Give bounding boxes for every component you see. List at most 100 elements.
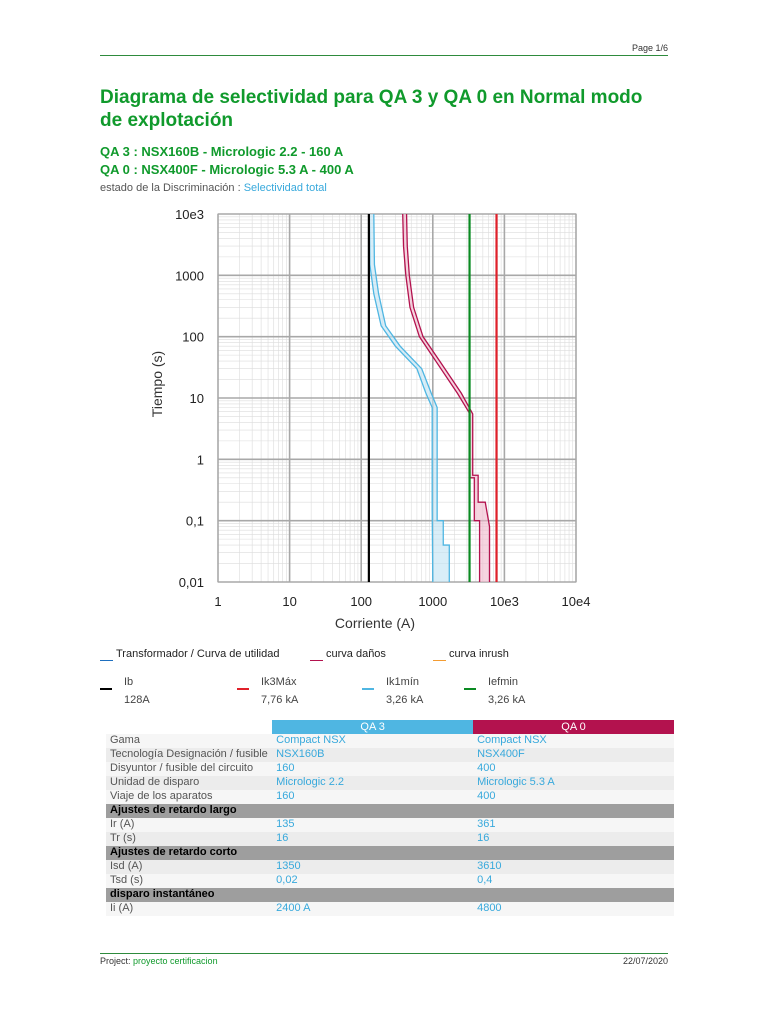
table-row: Unidad de disparo Micrologic 2.2 Microlo…	[106, 776, 674, 790]
row-value-qa3: 2400 A	[272, 902, 474, 916]
table-header: QA 3 QA 0	[106, 720, 674, 734]
x-tick-label: 10	[282, 594, 296, 609]
y-tick-label: 1000	[175, 268, 204, 283]
marker-ib-value: 128A	[124, 694, 150, 706]
legend-item-transformer: Transformador / Curva de utilidad	[100, 648, 279, 661]
legend-line-transformer	[100, 660, 113, 661]
table-row: Tecnología Designación / fusible NSX160B…	[106, 748, 674, 762]
row-value-qa3: 160	[272, 790, 474, 804]
row-value-qa0: 400	[473, 790, 674, 804]
table-header-qa3: QA 3	[272, 720, 474, 734]
legend-line-damage	[310, 660, 323, 661]
row-value-qa0: NSX400F	[473, 748, 674, 762]
table-row: Gama Compact NSX Compact NSX	[106, 734, 674, 748]
row-value-qa3: Compact NSX	[272, 734, 474, 748]
table-header-qa0: QA 0	[473, 720, 674, 734]
status-label: estado de la Discriminación :	[100, 182, 241, 194]
footer-project-value: proyecto certificacion	[133, 956, 218, 966]
y-tick-label: 0,1	[186, 514, 204, 529]
footer-project: Project: proyecto certificacion	[100, 956, 218, 966]
y-tick-label: 0,01	[179, 575, 204, 590]
row-label: Unidad de disparo	[106, 776, 273, 790]
row-label: Viaje de los aparatos	[106, 790, 273, 804]
header-rule	[100, 55, 668, 56]
row-value-qa3: 16	[272, 832, 474, 846]
row-label: Ii (A)	[106, 902, 273, 916]
marker-ib-name: Ib	[124, 676, 134, 688]
y-tick-label: 1	[197, 452, 204, 467]
row-label: Gama	[106, 734, 273, 748]
table-row: Disyuntor / fusible del circuito 160 400	[106, 762, 674, 776]
status-value: Selectividad total	[243, 182, 327, 194]
row-value-qa0: 361	[473, 818, 674, 832]
row-value-qa3: 1350	[272, 860, 474, 874]
marker-iefmin-value: 3,26 kA	[488, 694, 526, 706]
section-header: Ajustes de retardo corto	[106, 846, 674, 860]
marker-ik1min-value: 3,26 kA	[386, 694, 424, 706]
y-axis-title: Tiempo (s)	[149, 351, 165, 417]
table-row: Tsd (s) 0,02 0,4	[106, 874, 674, 888]
row-value-qa3: 160	[272, 762, 474, 776]
row-label: Disyuntor / fusible del circuito	[106, 762, 273, 776]
curve-right-qa3	[373, 213, 450, 582]
discrimination-status: estado de la Discriminación : Selectivid…	[100, 182, 327, 194]
legend-item-damage: curva daños	[310, 648, 386, 661]
curve-right-qa0	[405, 213, 491, 582]
row-value-qa3: Micrologic 2.2	[272, 776, 474, 790]
x-tick-label: 100	[350, 594, 372, 609]
x-tick-label: 1000	[418, 594, 447, 609]
row-value-qa0: 3610	[473, 860, 674, 874]
footer-date: 22/07/2020	[622, 956, 668, 966]
row-value-qa0: 4800	[473, 902, 674, 916]
row-label: Tr (s)	[106, 832, 273, 846]
row-label: Ir (A)	[106, 818, 273, 832]
marker-ik3max-name: Ik3Máx	[261, 676, 297, 688]
section-header: Ajustes de retardo largo	[106, 804, 674, 818]
settings-table: QA 3 QA 0 Gama Compact NSX Compact NSX T…	[106, 720, 674, 916]
row-value-qa0: 400	[473, 762, 674, 776]
curve-band-qa3	[369, 214, 450, 582]
x-tick-label: 10e4	[562, 594, 591, 609]
row-value-qa0: 0,4	[473, 874, 674, 888]
page-title: Diagrama de selectividad para QA 3 y QA …	[100, 87, 643, 131]
table-row: Ii (A) 2400 A 4800	[106, 902, 674, 916]
marker-iefmin-name: Iefmin	[488, 676, 518, 688]
section-title-long-delay: Ajustes de retardo largo	[106, 804, 674, 818]
row-value-qa0: Compact NSX	[473, 734, 674, 748]
row-label: Isd (A)	[106, 860, 273, 874]
row-label: Tsd (s)	[106, 874, 273, 888]
row-value-qa3: 135	[272, 818, 474, 832]
page-number: Page 1/6	[631, 43, 668, 53]
x-tick-label: 10e3	[490, 594, 519, 609]
legend-item-inrush: curva inrush	[433, 648, 509, 661]
table-row: Viaje de los aparatos 160 400	[106, 790, 674, 804]
legend-label-damage: curva daños	[326, 648, 386, 660]
row-value-qa3: 0,02	[272, 874, 474, 888]
section-header: disparo instantáneo	[106, 888, 674, 902]
curve-left-qa3	[368, 213, 434, 583]
marker-ik3max-value: 7,76 kA	[261, 694, 299, 706]
table-row: Tr (s) 16 16	[106, 832, 674, 846]
row-value-qa0: 16	[473, 832, 674, 846]
device-qa3-summary: QA 3 : NSX160B - Micrologic 2.2 - 160 A	[100, 144, 344, 159]
marker-ik1min-name: Ik1mín	[386, 676, 420, 688]
x-axis-title: Corriente (A)	[335, 615, 415, 631]
legend-label-inrush: curva inrush	[449, 648, 509, 660]
curve-left-qa0	[402, 213, 481, 582]
y-tick-label: 10e3	[175, 207, 204, 222]
x-tick-label: 1	[214, 594, 221, 609]
row-value-qa3: NSX160B	[272, 748, 474, 762]
marker-ib-swatch	[100, 688, 112, 690]
y-tick-label: 10	[190, 391, 204, 406]
selectivity-chart: 110100100010e310e410e510e310001001010,10…	[149, 207, 591, 631]
legend-line-inrush	[433, 660, 446, 661]
table-row: Ir (A) 135 361	[106, 818, 674, 832]
y-tick-label: 100	[182, 330, 204, 345]
marker-ik1min-swatch	[362, 688, 374, 690]
table-row: Isd (A) 1350 3610	[106, 860, 674, 874]
row-label: Tecnología Designación / fusible	[106, 748, 273, 762]
curve-band-qa0	[402, 214, 490, 582]
section-title-short-delay: Ajustes de retardo corto	[106, 846, 674, 860]
marker-ik3max-swatch	[237, 688, 249, 690]
device-qa0-summary: QA 0 : NSX400F - Micrologic 5.3 A - 400 …	[100, 162, 354, 177]
